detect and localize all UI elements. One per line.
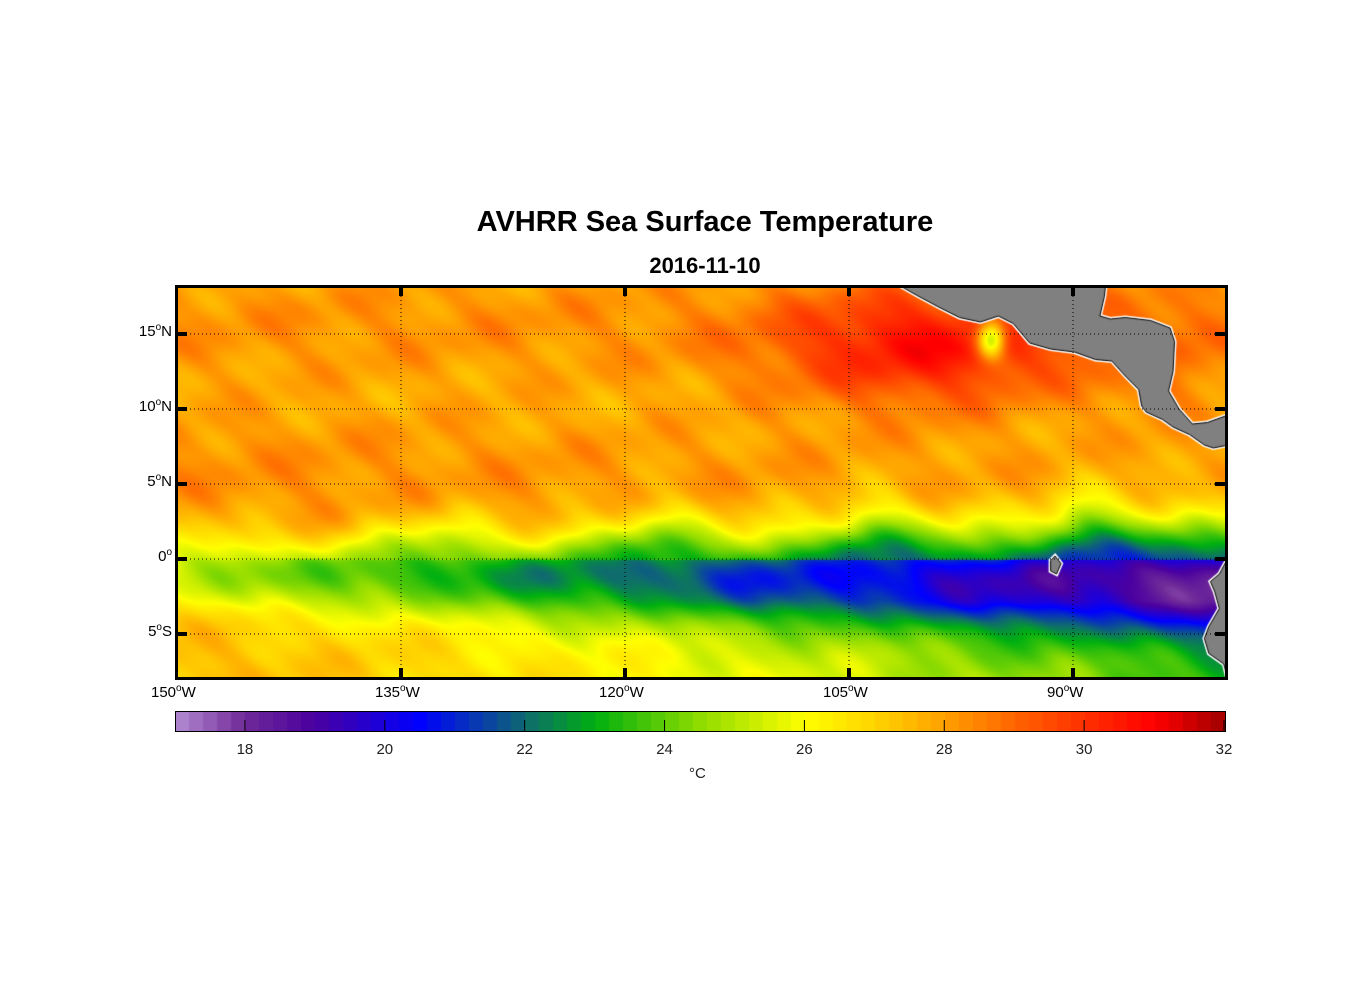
x-tick-label: 135oW: [375, 683, 420, 701]
y-tick-label: 10oN: [138, 397, 172, 415]
map-frame: [175, 285, 1228, 680]
sst-map: [175, 285, 1228, 680]
colorbar: [175, 711, 1226, 732]
y-tick-label: 0o: [158, 547, 172, 565]
colorbar-tick-label: 18: [236, 741, 254, 758]
x-tick-label: 90oW: [1047, 683, 1084, 701]
colorbar-tick-label: 26: [796, 741, 813, 758]
chart-title: AVHRR Sea Surface Temperature: [476, 206, 934, 238]
colorbar-tick-label: 30: [1075, 741, 1093, 758]
colorbar-tick-label: 20: [376, 741, 394, 758]
colorbar-tick-label: 28: [935, 741, 953, 758]
x-tick-label: 150oW: [151, 683, 196, 701]
y-tick-label: 15oN: [138, 322, 172, 340]
colorbar-tick-label: 22: [516, 741, 533, 758]
colorbar-tick-label: 24: [656, 741, 673, 758]
colorbar-unit-label: °C: [689, 765, 706, 782]
y-tick-label: 5oN: [147, 472, 172, 490]
chart-subtitle: 2016-11-10: [649, 253, 761, 278]
x-tick-label: 105oW: [823, 683, 868, 701]
x-tick-label: 120oW: [599, 683, 644, 701]
colorbar-tick-label: 32: [1215, 741, 1233, 758]
y-tick-label: 5oS: [148, 622, 172, 640]
